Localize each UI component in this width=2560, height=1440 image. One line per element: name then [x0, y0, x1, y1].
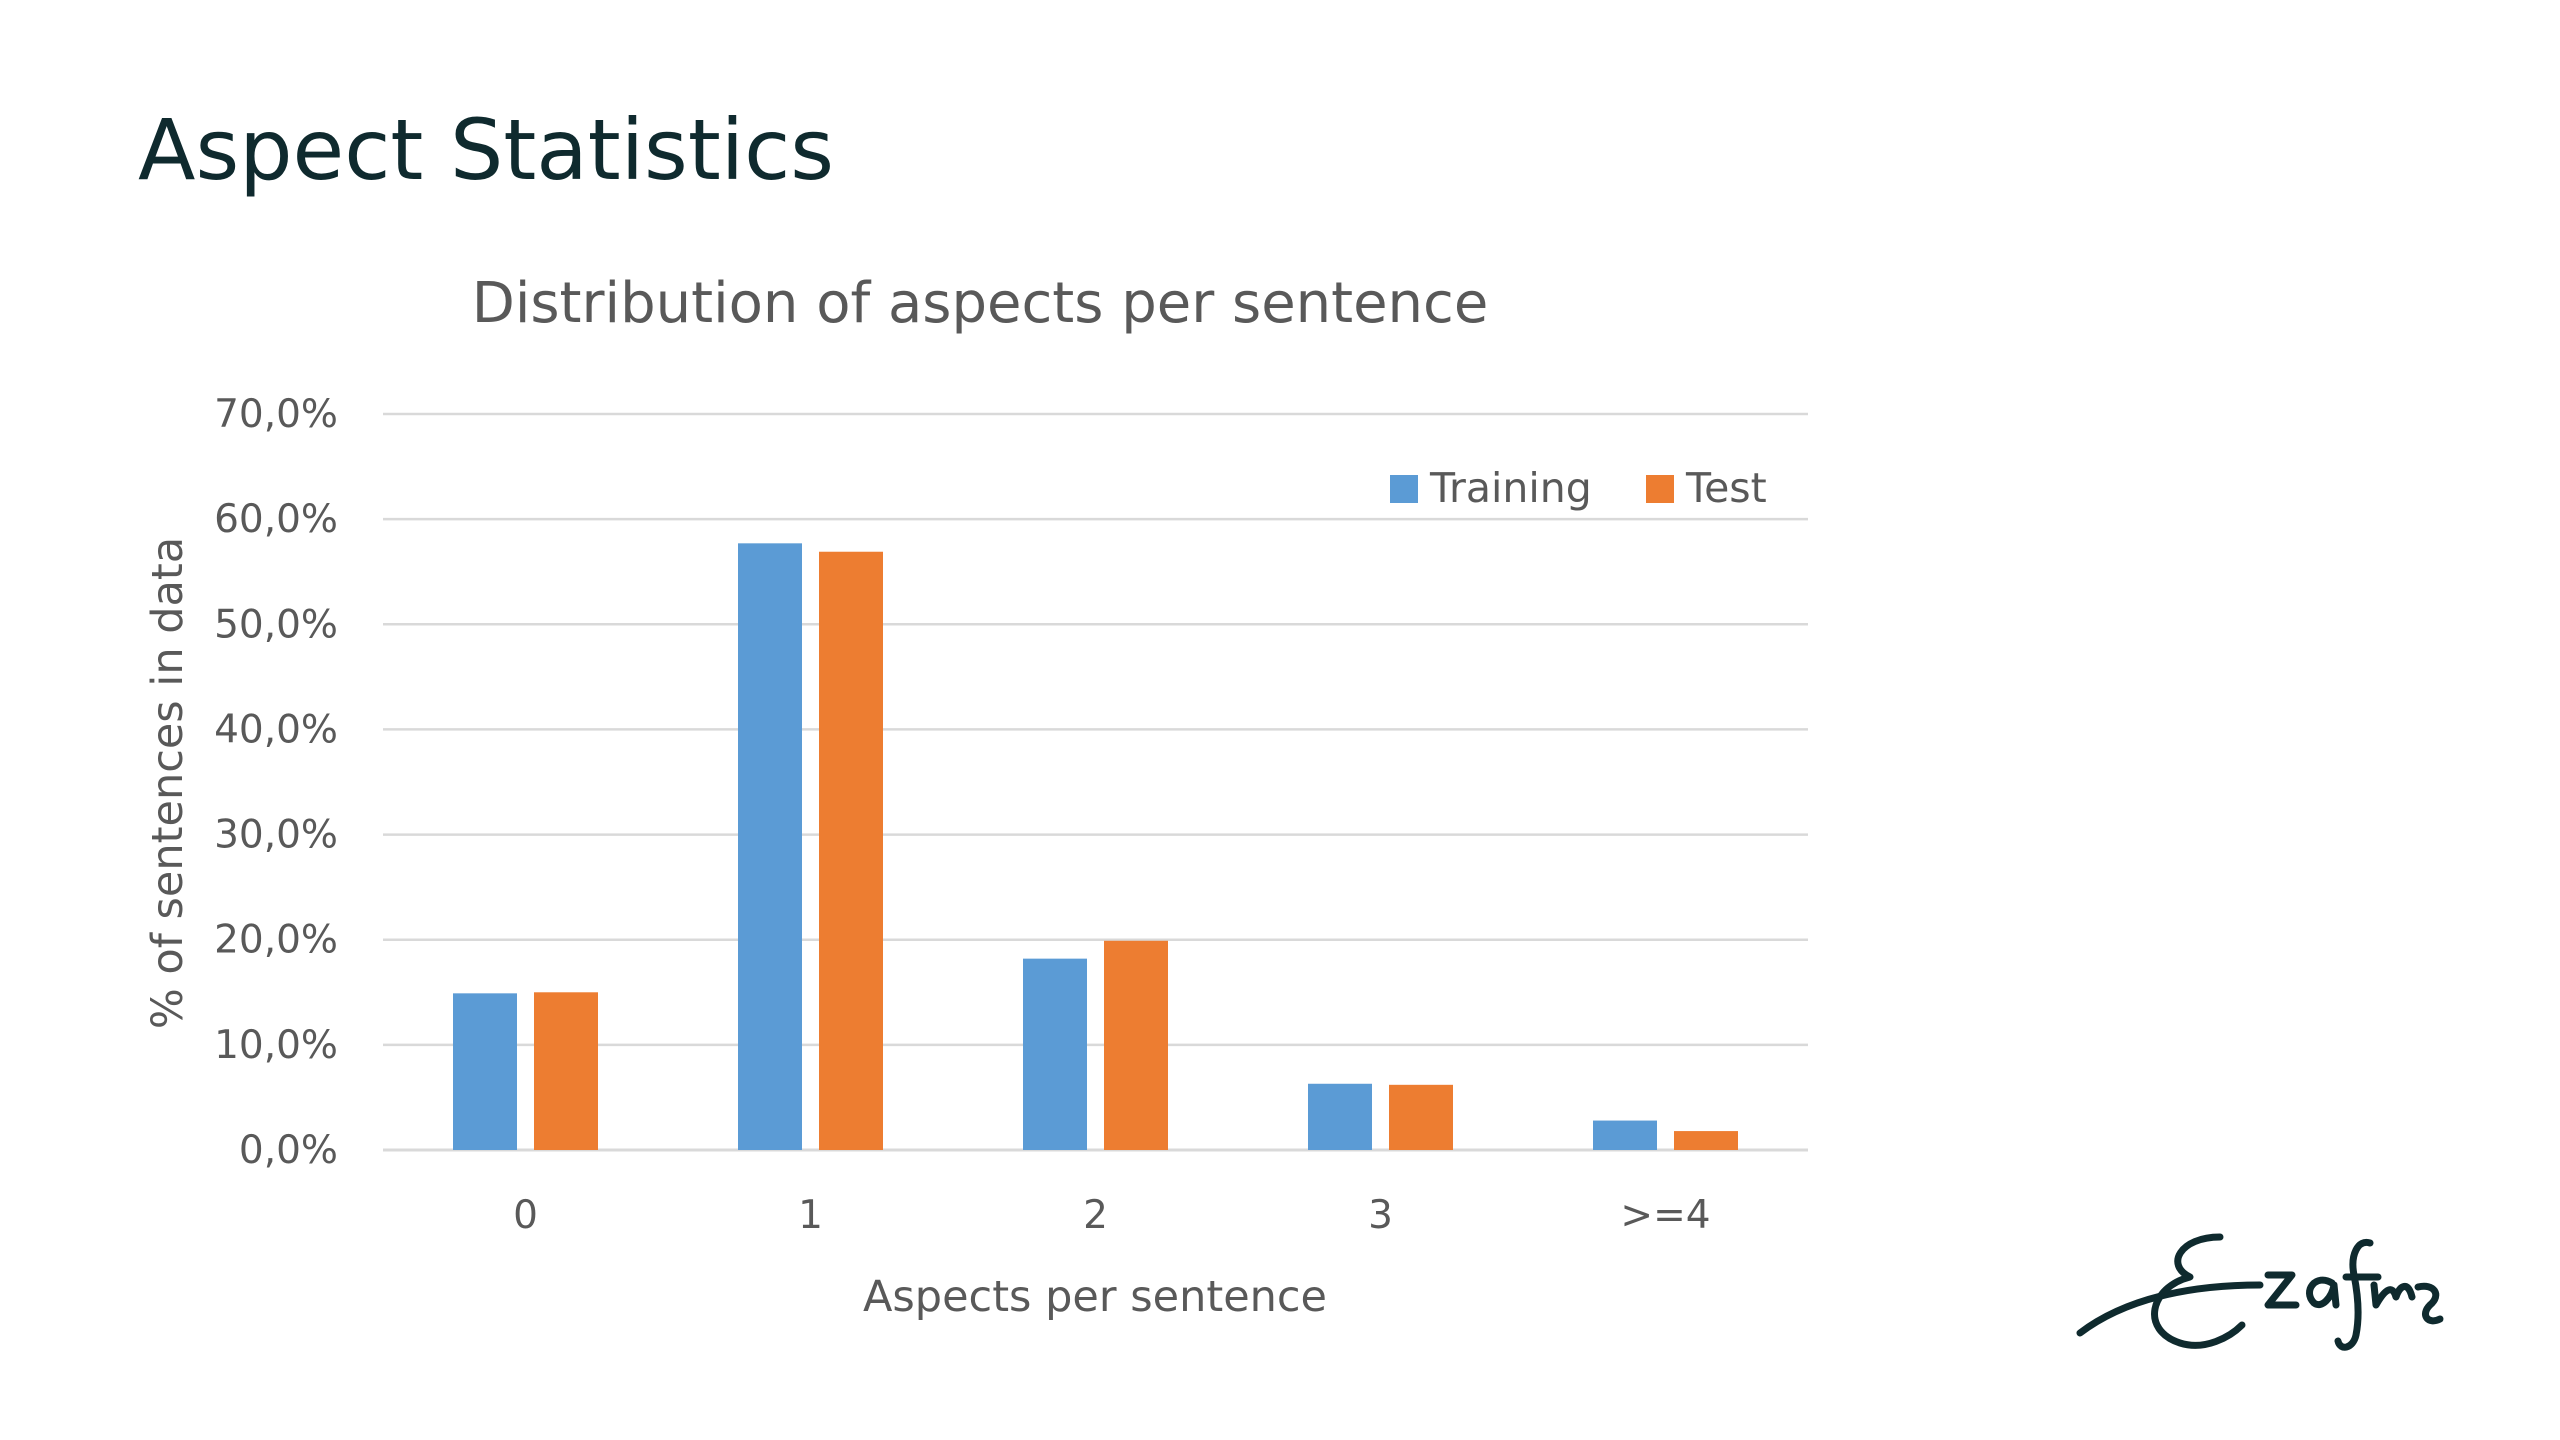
y-tick-label: 40,0% [214, 707, 338, 752]
bar-training-4 [1593, 1120, 1657, 1150]
x-tick-label: >=4 [1620, 1193, 1710, 1238]
x-tick-label: 1 [798, 1193, 823, 1238]
bar-training-0 [453, 993, 517, 1150]
y-tick-label: 70,0% [214, 392, 338, 437]
legend-swatch-training [1390, 475, 1418, 503]
x-axis-tick-labels: 0 1 2 3 >=4 [513, 1193, 1711, 1238]
slide-title: Aspect Statistics [138, 101, 835, 199]
legend-label-test: Test [1685, 464, 1767, 512]
y-tick-label: 30,0% [214, 813, 338, 858]
legend-label-training: Training [1429, 464, 1592, 512]
legend-swatch-test [1646, 475, 1674, 503]
bar-training-3 [1308, 1083, 1372, 1150]
y-tick-label: 50,0% [214, 602, 338, 647]
chart-title: Distribution of aspects per sentence [472, 271, 1489, 336]
x-tick-label: 3 [1368, 1193, 1393, 1238]
x-axis-title: Aspects per sentence [863, 1272, 1327, 1322]
bar-test-3 [1389, 1084, 1453, 1150]
erasmus-signature-logo [2076, 1233, 2444, 1351]
bar-test-0 [534, 992, 598, 1150]
bar-training-2 [1023, 958, 1087, 1150]
bar-test-2 [1104, 940, 1168, 1150]
y-tick-label: 60,0% [214, 497, 338, 542]
y-tick-label: 0,0% [239, 1128, 338, 1173]
y-tick-label: 10,0% [214, 1023, 338, 1068]
bar-test-4 [1674, 1131, 1738, 1150]
x-tick-label: 0 [513, 1193, 538, 1238]
x-tick-label: 2 [1083, 1193, 1108, 1238]
bars [453, 543, 1738, 1150]
legend: Training Test [1390, 464, 1767, 512]
y-axis-title: % of sentences in data [143, 537, 193, 1029]
bar-training-1 [738, 543, 802, 1150]
y-tick-label: 20,0% [214, 918, 338, 963]
bar-test-1 [819, 551, 883, 1150]
gridlines [383, 412, 1808, 1152]
y-axis-tick-labels: 0,0% 10,0% 20,0% 30,0% 40,0% 50,0% 60,0% 70,0% [214, 392, 338, 1173]
